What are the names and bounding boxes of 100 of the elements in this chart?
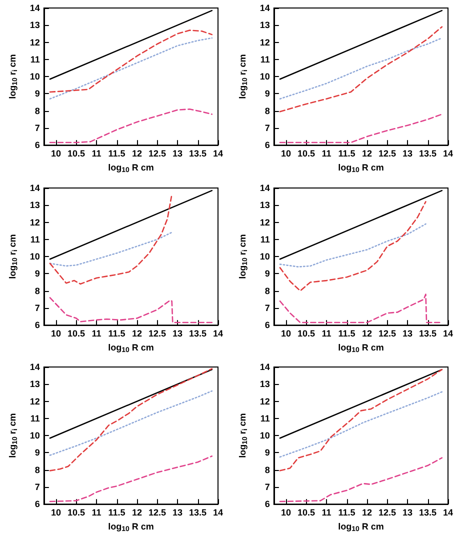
x-tick-label: 12: [132, 148, 142, 159]
x-tick-label: 12: [132, 328, 142, 338]
y-tick-label: 11: [260, 54, 270, 64]
y-tick-label: 10: [260, 72, 270, 82]
x-tick-label: 10.5: [298, 328, 316, 338]
x-tick-label: 11.5: [108, 148, 126, 159]
y-tick-label: 7: [34, 302, 40, 313]
x-tick-label: 11: [92, 328, 102, 338]
line-series: [49, 108, 213, 144]
x-tick-label: 10.5: [68, 328, 86, 338]
y-tick-label: 10: [260, 430, 270, 441]
line-series: [279, 293, 443, 323]
x-tick-label: 10.5: [298, 508, 316, 518]
y-tick-label: 13: [30, 379, 40, 390]
y-tick-label: 10: [260, 251, 270, 262]
y-tick-label: 7: [34, 482, 40, 492]
x-tick-label: 11: [92, 148, 102, 159]
y-tick-label: 11: [30, 234, 40, 244]
x-tick-label: 10: [281, 508, 292, 518]
line-series: [49, 296, 213, 323]
x-tick-label: 14: [212, 328, 224, 338]
y-tick-label: 11: [30, 54, 40, 64]
y-tick-label: 11: [30, 414, 40, 424]
y-tick-label: 12: [30, 37, 40, 48]
x-tick-label: 12: [362, 148, 372, 159]
y-tick-label: 8: [264, 465, 270, 476]
y-tick-label: 8: [264, 285, 270, 296]
y-tick-label: 7: [34, 122, 40, 133]
line-series: [279, 37, 443, 100]
y-tick-label: 8: [34, 285, 40, 296]
x-tick-label: 12: [362, 328, 372, 338]
x-tick-label: 12.5: [378, 148, 396, 159]
y-tick-label: 6: [34, 320, 40, 330]
x-tick-label: 12.5: [148, 508, 166, 518]
x-tick-label: 12.5: [148, 148, 166, 159]
y-tick-label: 12: [260, 37, 270, 48]
x-tick-label: 10.5: [298, 148, 316, 159]
y-tick-label: 7: [264, 482, 270, 492]
y-tick-label: 10: [30, 251, 40, 262]
x-tick-label: 13.5: [418, 508, 437, 518]
x-tick-label: 14: [212, 148, 224, 159]
y-tick-label: 14: [260, 3, 270, 13]
y-tick-label: 13: [30, 200, 40, 210]
x-tick-label: 12: [362, 508, 372, 518]
line-series: [49, 456, 213, 502]
y-tick-label: 9: [264, 268, 270, 278]
y-tick-label: 10: [30, 430, 40, 441]
x-tick-label: 11: [92, 508, 102, 518]
x-tick-label: 13.5: [418, 328, 437, 338]
x-tick-label: 10: [281, 328, 292, 338]
x-tick-label: 11: [322, 508, 332, 518]
y-tick-label: 14: [30, 362, 40, 372]
y-tick-label: 11: [260, 234, 270, 244]
y-tick-label: 6: [34, 140, 40, 150]
x-tick-label: 13: [402, 328, 413, 338]
y-tick-label: 6: [264, 499, 270, 510]
y-tick-label: 9: [34, 268, 40, 278]
y-tick-label: 12: [260, 216, 270, 227]
x-tick-label: 12: [132, 508, 142, 518]
x-tick-label: 12.5: [378, 508, 396, 518]
line-series: [279, 222, 426, 268]
x-tick-label: 13: [402, 148, 413, 159]
x-tick-label: 14: [442, 328, 454, 338]
x-tick-label: 13.5: [188, 508, 207, 518]
x-tick-label: 14: [442, 148, 454, 159]
y-tick-label: 10: [30, 72, 40, 82]
x-tick-label: 13: [172, 148, 183, 159]
line-series: [49, 196, 172, 284]
y-tick-label: 7: [264, 122, 270, 133]
x-tick-label: 11.5: [108, 328, 126, 338]
x-tick-label: 14: [442, 508, 454, 518]
y-tick-label: 8: [34, 465, 40, 476]
y-tick-label: 13: [30, 20, 40, 30]
y-tick-label: 11: [260, 414, 270, 424]
x-tick-label: 10: [51, 328, 62, 338]
x-tick-label: 12.5: [378, 328, 396, 338]
line-series: [49, 37, 213, 100]
line-series: [279, 26, 443, 112]
x-tick-label: 10.5: [68, 148, 86, 159]
y-tick-label: 6: [34, 499, 40, 510]
y-tick-label: 14: [30, 182, 40, 193]
y-tick-label: 9: [264, 448, 270, 458]
y-tick-label: 14: [30, 3, 40, 13]
line-series: [279, 392, 443, 458]
x-tick-label: 10: [51, 508, 62, 518]
line-series: [279, 457, 443, 502]
x-tick-label: 11.5: [338, 508, 356, 518]
x-tick-label: 12.5: [148, 328, 166, 338]
x-tick-label: 11: [322, 328, 332, 338]
line-series: [49, 30, 213, 93]
line-series: [49, 390, 213, 456]
y-tick-label: 13: [260, 20, 270, 30]
x-tick-label: 13.5: [188, 328, 207, 338]
x-tick-label: 13.5: [418, 148, 437, 159]
x-tick-label: 10: [51, 148, 62, 159]
y-tick-label: 13: [260, 200, 270, 210]
x-tick-label: 13: [172, 328, 183, 338]
line-series: [49, 232, 172, 266]
x-tick-label: 11.5: [338, 148, 356, 159]
x-tick-label: 13.5: [188, 148, 207, 159]
